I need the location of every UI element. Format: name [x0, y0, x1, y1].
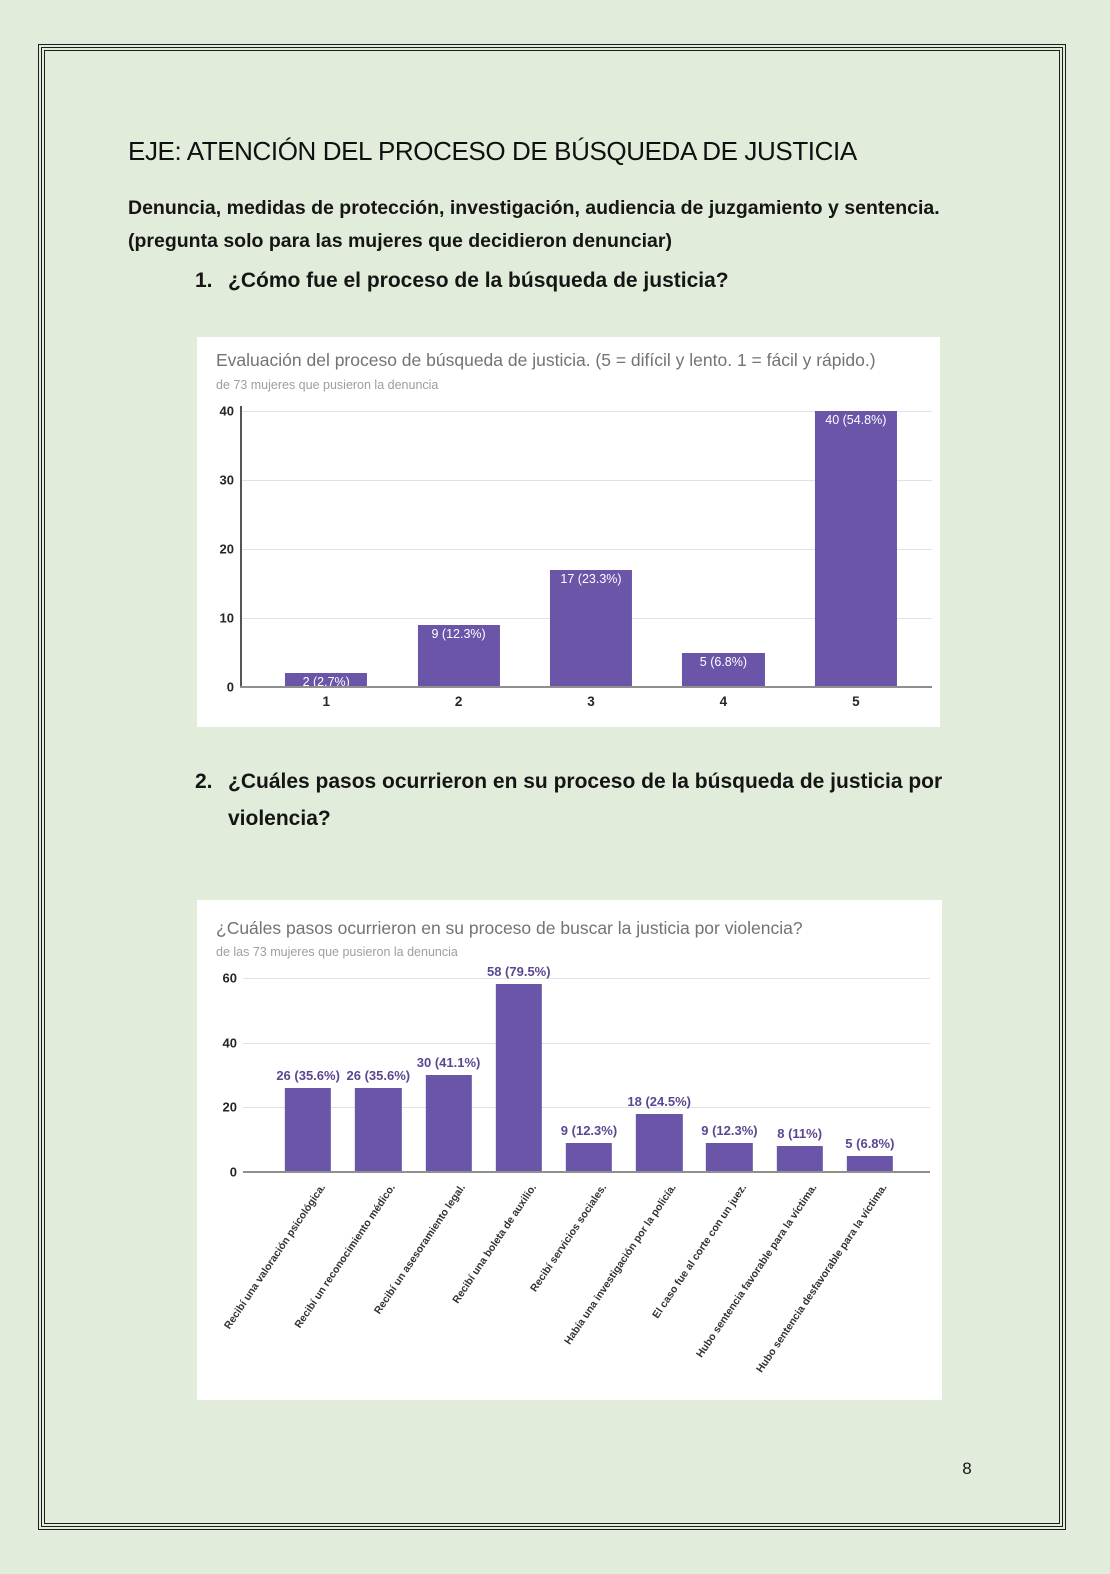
y-tick-label: 10 — [219, 610, 234, 626]
bar — [636, 1113, 683, 1172]
chart-1-subtitle: de 73 mujeres que pusieron la denuncia — [216, 378, 439, 392]
x-axis-label: 5 — [852, 694, 860, 709]
question-1-line-1: ¿Cómo fue el proceso de la búsqueda de j… — [228, 269, 729, 292]
x-axis-label: Recibí una boleta de auxilio. — [449, 1182, 539, 1306]
x-axis-label: 4 — [719, 694, 728, 709]
y-tick-label: 40 — [222, 1035, 237, 1051]
plot-area: 2 (2.7%) 1 9 (12.3%) 2 17 (23.3%) 3 5 (6.8%) 4 4… — [240, 406, 932, 709]
bar-value-label: 26 (35.6%) — [276, 1067, 340, 1083]
question-2-text: ¿Cuáles pasos ocurrieron en su proceso d… — [228, 763, 942, 837]
bars-container: 26 (35.6%) Recibí una valoración psicológ… — [222, 964, 905, 1375]
gridline — [243, 978, 930, 979]
chart-1-title: Evaluación del proceso de búsqueda de ju… — [216, 350, 876, 370]
question-1-text: ¿Cómo fue el proceso de la búsqueda de j… — [228, 266, 729, 296]
question-2-line-2: violencia? — [228, 807, 331, 830]
bar-column: 26 (35.6%) Recibí una valoración psicológ… — [222, 978, 343, 1331]
bar — [425, 1075, 472, 1172]
bar: 17 (23.3%) — [549, 569, 633, 687]
y-tick-label: 20 — [222, 1099, 237, 1115]
chart-2-subtitle: de las 73 mujeres que pusieron la denunc… — [216, 945, 458, 959]
bar-column: 9 (12.3%) El caso fue al corte con un jue… — [650, 978, 764, 1321]
bar-value-label: 26 (35.6%) — [346, 1067, 411, 1083]
bar-column: 8 (11%) Hubo sentencia favorable para la … — [694, 978, 835, 1360]
bar-value-label: 2 (2.7%) — [302, 675, 350, 690]
bar-column: 18 (24.5%) Había una investigación por la… — [563, 978, 694, 1347]
bar-column: 9 (12.3%) Recibí servicios sociales. — [528, 978, 624, 1294]
bar-column: 5 (6.8%) 4 — [657, 411, 789, 709]
bars-container: 2 (2.7%) 1 9 (12.3%) 2 17 (23.3%) 3 5 (6.8%) 4 4… — [260, 411, 922, 709]
page-number: 8 — [962, 1459, 972, 1478]
plot-area: 26 (35.6%) Recibí una valoración psicológ… — [222, 964, 930, 1375]
bar-value-label: 9 (12.3%) — [701, 1122, 758, 1138]
page-content: EJE: ATENCIÓN DEL PROCESO DE BÚSQUEDA DE… — [128, 0, 1008, 1400]
bar: 5 (6.8%) — [682, 652, 765, 687]
bar-column: 26 (35.6%) Recibí un reconocimiento médic… — [293, 978, 413, 1330]
bar-value-label: 9 (12.3%) — [431, 626, 486, 641]
intro-line-2: (pregunta solo para las mujeres que deci… — [128, 230, 672, 252]
question-1-number: 1. — [195, 269, 213, 292]
bar: 40 (54.8%) — [814, 411, 897, 687]
gridline — [240, 480, 932, 481]
x-axis-line — [240, 686, 932, 688]
x-axis-label: Recibí servicios sociales. — [527, 1182, 609, 1295]
x-axis-label: Hubo sentencia desfavorable para la víct… — [754, 1182, 890, 1375]
x-axis-label: Hubo sentencia favorable para la víctima… — [694, 1182, 820, 1360]
intro-paragraph: Denuncia, medidas de protección, investi… — [128, 192, 1008, 258]
bar-column: 58 (79.5%) Recibí una boleta de auxilio. — [450, 964, 554, 1305]
bar-value-label: 9 (12.3%) — [560, 1122, 618, 1138]
gridline — [240, 549, 932, 550]
y-tick-label: 20 — [219, 541, 234, 557]
y-axis: 0 10 20 30 40 — [203, 404, 234, 695]
intro-line-1: Denuncia, medidas de protección, investi… — [128, 197, 940, 219]
bar-value-label: 40 (54.8%) — [825, 413, 887, 427]
question-2-number: 2. — [195, 770, 213, 793]
bar-column: 2 (2.7%) 1 — [260, 411, 392, 709]
y-tick-label: 30 — [219, 472, 234, 488]
bar — [495, 984, 542, 1172]
bar — [706, 1142, 753, 1172]
y-tick-label: 40 — [219, 403, 234, 419]
y-tick-label: 0 — [226, 679, 234, 695]
bar — [776, 1146, 823, 1172]
bar — [284, 1087, 332, 1172]
question-2-line-1: ¿Cuáles pasos ocurrieron en su proceso d… — [228, 770, 943, 793]
gridline — [243, 1042, 930, 1044]
y-tick-label: 60 — [222, 970, 237, 986]
bar-value-label: 58 (79.5%) — [486, 964, 551, 980]
x-axis-label: 1 — [322, 694, 330, 709]
y-tick-label: 0 — [229, 1164, 237, 1180]
bar-value-label: 5 (6.8%) — [845, 1135, 895, 1151]
chart-pasos-proceso: ¿Cuáles pasos ocurrieron en su proceso d… — [197, 900, 942, 1400]
question-1: 1. ¿Cómo fue el proceso de la búsqueda d… — [195, 266, 1008, 296]
x-axis-label: 3 — [587, 694, 595, 709]
chart-evaluacion-proceso: Evaluación del proceso de búsqueda de ju… — [197, 337, 940, 727]
x-axis-line — [243, 1171, 930, 1173]
y-axis: 0 20 40 60 — [205, 971, 237, 1180]
bar: 9 (12.3%) — [417, 624, 500, 687]
x-axis-label: 2 — [454, 694, 463, 709]
x-axis-label: Había una investigación por la policía. — [562, 1182, 680, 1347]
bar-column: 40 (54.8%) 5 — [790, 411, 922, 709]
bar-value-label: 8 (11%) — [777, 1126, 823, 1142]
bar — [565, 1142, 613, 1172]
bar-column: 9 (12.3%) 2 — [392, 411, 524, 709]
chart-2-title: ¿Cuáles pasos ocurrieron en su proceso d… — [216, 918, 803, 938]
bar — [355, 1087, 402, 1172]
bar-column: 5 (6.8%) Hubo sentencia desfavorable para… — [754, 978, 905, 1375]
bar-column: 30 (41.1%) Recibí un asesoramiento legal. — [372, 978, 483, 1316]
question-2: 2. ¿Cuáles pasos ocurrieron en su proces… — [195, 763, 1008, 837]
bar-column: 17 (23.3%) 3 — [525, 411, 657, 709]
gridline — [240, 411, 932, 412]
gridline — [243, 1107, 930, 1109]
bar-value-label: 5 (6.8%) — [699, 654, 748, 669]
bar: 2 (2.7%) — [285, 673, 368, 690]
bar-value-label: 17 (23.3%) — [560, 571, 622, 586]
y-axis-line — [240, 406, 242, 687]
bar-value-label: 18 (24.5%) — [627, 1093, 691, 1109]
page-title: EJE: ATENCIÓN DEL PROCESO DE BÚSQUEDA DE… — [128, 136, 857, 166]
bar — [846, 1155, 894, 1172]
bar-value-label: 30 (41.1%) — [416, 1055, 481, 1070]
